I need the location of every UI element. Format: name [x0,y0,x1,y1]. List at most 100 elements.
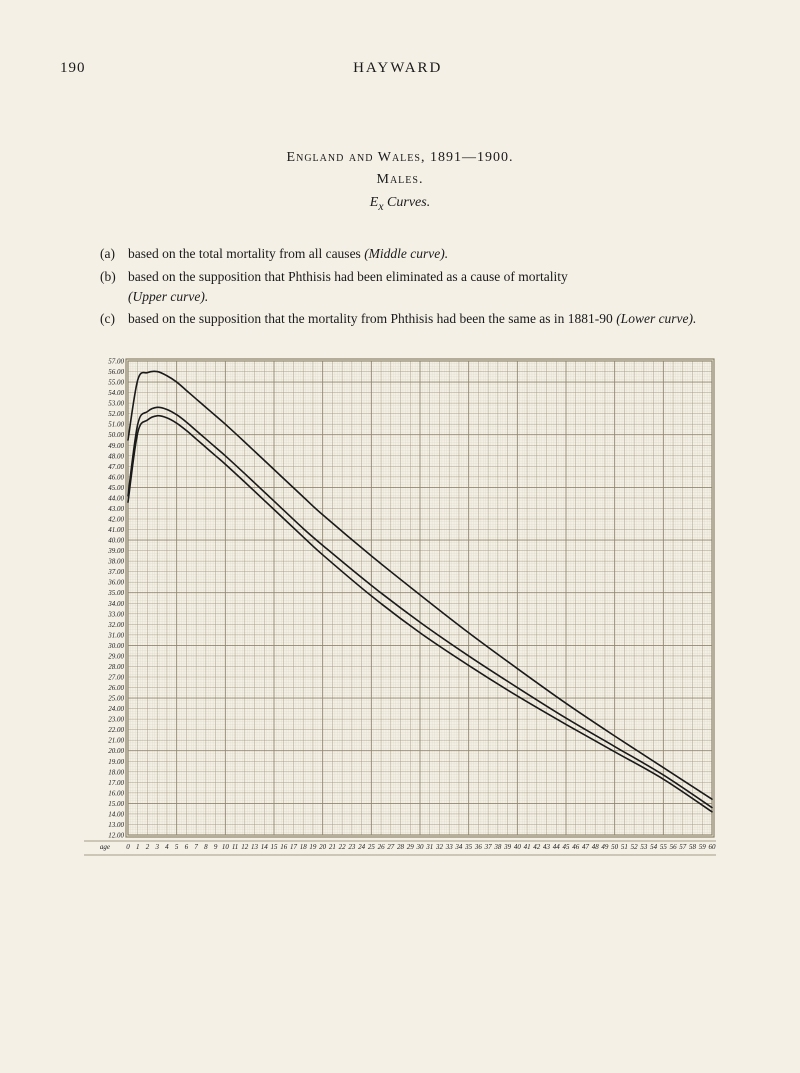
svg-text:14.00: 14.00 [108,811,124,819]
svg-text:15.00: 15.00 [108,800,124,808]
svg-text:25: 25 [368,843,376,851]
svg-text:34: 34 [454,843,463,851]
svg-text:45: 45 [563,843,571,851]
svg-text:58: 58 [689,843,697,851]
legend-item-a: (a) based on the total mortality from al… [100,244,730,264]
svg-text:16.00: 16.00 [108,790,124,798]
svg-text:36: 36 [474,843,483,851]
svg-text:5: 5 [175,843,179,851]
svg-text:60: 60 [709,843,717,851]
svg-text:35: 35 [464,843,473,851]
svg-text:52: 52 [631,843,639,851]
svg-text:30.00: 30.00 [107,642,124,650]
svg-text:50.00: 50.00 [108,431,124,439]
svg-text:2: 2 [146,843,150,851]
svg-text:48: 48 [592,843,600,851]
svg-text:22: 22 [339,843,347,851]
svg-text:30: 30 [416,843,425,851]
svg-text:24.00: 24.00 [108,705,124,713]
legend-pre: based on the total mortality from all ca… [128,246,364,261]
svg-text:12.00: 12.00 [108,832,124,840]
svg-text:43: 43 [543,843,551,851]
svg-text:12: 12 [241,843,249,851]
svg-text:20.00: 20.00 [108,747,124,755]
svg-text:17.00: 17.00 [108,779,124,787]
svg-text:50: 50 [611,843,619,851]
svg-text:39.00: 39.00 [107,547,124,555]
svg-text:19: 19 [309,843,317,851]
title-block: England and Wales, 1891—1900. Males. Ex … [60,147,740,216]
svg-text:46: 46 [572,843,580,851]
svg-text:42: 42 [533,843,541,851]
svg-text:59: 59 [699,843,707,851]
legend-pre: based on the supposition that Phthisis h… [128,269,568,284]
svg-text:38: 38 [493,843,502,851]
svg-text:36.00: 36.00 [107,579,124,587]
legend-item-b: (b) based on the supposition that Phthis… [100,267,730,308]
svg-text:24: 24 [358,843,366,851]
svg-text:15: 15 [271,843,279,851]
svg-text:55: 55 [660,843,668,851]
legend-key: (b) [100,267,128,308]
svg-text:49: 49 [601,843,609,851]
svg-text:53: 53 [640,843,648,851]
svg-text:42.00: 42.00 [108,516,124,524]
svg-text:51.00: 51.00 [108,421,124,429]
svg-text:9: 9 [214,843,218,851]
running-head: HAYWARD [353,60,442,77]
svg-text:31: 31 [425,843,433,851]
svg-text:13.00: 13.00 [108,821,124,829]
svg-text:6: 6 [185,843,189,851]
svg-text:16: 16 [280,843,288,851]
svg-text:1: 1 [136,843,140,851]
svg-text:21.00: 21.00 [108,737,124,745]
svg-text:0: 0 [126,843,130,851]
title-line1: England and Wales, 1891—1900. [60,147,740,169]
svg-text:38.00: 38.00 [107,558,124,566]
svg-text:28.00: 28.00 [108,663,124,671]
legend: (a) based on the total mortality from al… [100,244,730,329]
svg-text:39: 39 [503,843,512,851]
svg-text:54.00: 54.00 [108,389,124,397]
svg-text:17: 17 [290,843,298,851]
svg-text:56: 56 [670,843,678,851]
svg-text:14: 14 [261,843,269,851]
svg-text:32.00: 32.00 [107,621,124,629]
svg-text:40: 40 [514,843,522,851]
svg-text:8: 8 [204,843,208,851]
svg-text:47.00: 47.00 [108,463,124,471]
legend-em: (Middle curve). [364,246,448,261]
svg-text:45.00: 45.00 [108,484,124,492]
svg-text:54: 54 [650,843,658,851]
svg-text:29: 29 [407,843,415,851]
legend-text: based on the supposition that Phthisis h… [128,267,730,308]
svg-text:19.00: 19.00 [108,758,124,766]
svg-text:41: 41 [524,843,531,851]
svg-text:18: 18 [300,843,308,851]
title-line2: Males. [60,169,740,191]
svg-text:11: 11 [232,843,238,851]
svg-text:29.00: 29.00 [108,653,124,661]
svg-text:4: 4 [165,843,169,851]
legend-key: (c) [100,309,128,329]
chart: 57.0056.0055.0054.0053.0052.0051.0050.00… [60,349,740,869]
legend-em: (Upper curve). [128,289,208,304]
svg-text:57.00: 57.00 [108,358,124,366]
svg-text:44: 44 [553,843,561,851]
svg-text:44.00: 44.00 [108,495,124,503]
title-line3: Ex Curves. [60,192,740,216]
svg-text:49.00: 49.00 [108,442,124,450]
svg-text:48.00: 48.00 [108,453,124,461]
title-suffix: Curves. [384,195,431,210]
legend-text: based on the supposition that the mortal… [128,309,730,329]
svg-text:21: 21 [329,843,336,851]
svg-text:3: 3 [154,843,159,851]
svg-text:32: 32 [435,843,444,851]
svg-text:23: 23 [348,843,356,851]
svg-text:10: 10 [222,843,230,851]
svg-text:13: 13 [251,843,258,851]
legend-text: based on the total mortality from all ca… [128,244,730,264]
svg-text:33.00: 33.00 [107,611,124,619]
svg-text:51: 51 [621,843,628,851]
svg-text:22.00: 22.00 [108,726,124,734]
